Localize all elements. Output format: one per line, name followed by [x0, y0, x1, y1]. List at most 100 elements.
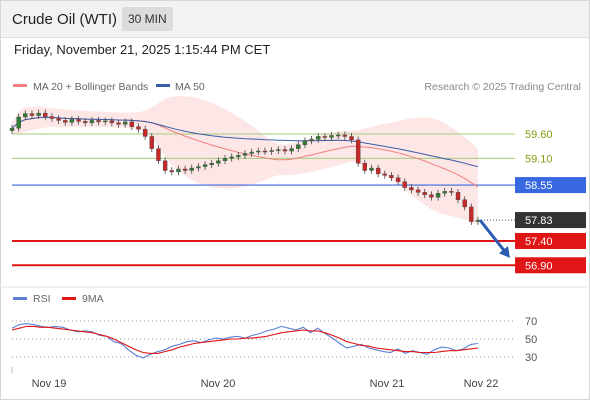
candle-body-63	[429, 194, 434, 198]
candle-body-65	[442, 191, 447, 194]
pivot-label: 58.55	[525, 180, 553, 192]
pivot-label-box	[515, 177, 586, 194]
candle-body-39	[269, 150, 274, 152]
candle-body-19	[136, 126, 141, 130]
candle-body-9	[69, 119, 75, 123]
resistance-label-0: 59.60	[525, 129, 553, 141]
watermark-text: Research © 2025 Trading Central	[424, 81, 581, 93]
candle-body-43	[296, 144, 301, 149]
candle-body-50	[342, 134, 348, 137]
candle-body-10	[76, 119, 81, 122]
rsi-tick-label-2: 30	[525, 352, 537, 364]
candle-body-53	[362, 162, 368, 171]
candle-body-55	[375, 167, 381, 175]
candle-body-8	[63, 120, 68, 123]
candle-body-36	[249, 151, 254, 154]
candle-body-56	[382, 173, 387, 176]
candle-body-58	[395, 177, 401, 182]
candle-body-62	[422, 192, 427, 195]
candle-body-14	[102, 120, 108, 123]
support-label-3: 57.40	[525, 236, 553, 248]
candle-body-46	[316, 136, 321, 140]
ma50-legend-label: MA 50	[175, 81, 205, 93]
support-label-box-4	[515, 257, 586, 274]
candle-body-49	[336, 134, 341, 137]
candle-body-1	[16, 116, 21, 129]
candle-body-2	[23, 113, 28, 118]
candle-body-31	[216, 160, 221, 164]
candle-body-26	[182, 168, 188, 171]
candle-body-6	[49, 116, 55, 119]
candle-body-17	[122, 121, 128, 125]
candle-body-33	[229, 156, 234, 159]
candle-body-30	[209, 162, 214, 165]
candle-body-16	[116, 122, 121, 125]
candle-body-11	[83, 121, 88, 124]
candle-body-13	[96, 120, 101, 123]
candle-body-52	[355, 139, 361, 164]
candle-body-41	[282, 149, 288, 152]
timestamp: Friday, November 21, 2025 1:15:44 PM CET	[14, 42, 271, 57]
candle-body-38	[262, 150, 268, 153]
candle-body-15	[109, 120, 115, 124]
ma20-legend-label: MA 20 + Bollinger Bands	[33, 81, 148, 93]
candle-body-48	[329, 135, 334, 138]
rsi-ma-line	[11, 325, 479, 354]
header-bar: Crude Oil (WTI) 30 MIN	[1, 1, 589, 38]
rsi-legend-swatch	[13, 297, 27, 300]
candle-body-4	[36, 112, 41, 116]
candle-body-18	[129, 121, 135, 127]
candle-body-67	[455, 192, 461, 200]
time-tick-label-3: Nov 22	[464, 378, 499, 390]
candle-body-32	[222, 158, 228, 161]
candle-body-25	[176, 168, 181, 173]
candle-body-47	[322, 136, 328, 138]
candle-body-0	[9, 127, 15, 131]
candle-body-22	[156, 148, 161, 161]
candle-body-42	[289, 148, 294, 152]
forecast-arrow-shaft	[478, 219, 508, 254]
candle-body-59	[402, 181, 407, 188]
candle-body-37	[256, 150, 261, 153]
candle-body-45	[309, 139, 314, 142]
support-label-box-3	[515, 232, 586, 249]
rsi-ma-legend-label: 9MA	[82, 293, 104, 305]
candle-body-68	[462, 199, 467, 208]
rsi-line	[11, 323, 479, 359]
time-tick-label-2: Nov 21	[370, 378, 405, 390]
candle-body-66	[449, 191, 454, 193]
candle-body-60	[409, 187, 414, 191]
candle-body-69	[469, 206, 474, 222]
timeframe-button[interactable]: 30 MIN	[122, 7, 173, 31]
rsi-ma-legend-swatch	[62, 297, 76, 300]
candle-body-27	[189, 167, 194, 171]
forecast-arrow-head	[498, 246, 510, 258]
bollinger-band	[12, 96, 478, 225]
support-label-4: 56.90	[525, 260, 553, 272]
time-tick-label-1: Nov 20	[201, 378, 236, 390]
candle-body-20	[142, 128, 148, 137]
candle-body-7	[56, 118, 61, 121]
candle-body-64	[435, 193, 441, 198]
candle-body-29	[202, 164, 208, 167]
time-tick-label-0: Nov 19	[32, 378, 67, 390]
candle-body-44	[302, 140, 308, 145]
rsi-tick-label-0: 70	[525, 316, 537, 328]
last-price-label: 57.83	[525, 215, 553, 227]
ma20-legend-swatch	[13, 84, 27, 87]
candle-body-12	[89, 120, 95, 124]
candle-body-54	[369, 167, 374, 171]
ma50-line	[11, 116, 479, 168]
instrument-title: Crude Oil (WTI)	[12, 11, 117, 28]
resistance-label-1: 59.10	[525, 153, 553, 165]
candle-body-24	[169, 170, 174, 173]
candle-body-35	[242, 153, 248, 156]
candle-body-23	[162, 160, 168, 171]
ma50-legend-swatch	[156, 84, 170, 87]
candle-body-57	[389, 175, 394, 178]
rsi-legend-label: RSI	[33, 293, 51, 305]
candle-body-40	[276, 149, 281, 151]
candle-body-51	[349, 136, 354, 141]
